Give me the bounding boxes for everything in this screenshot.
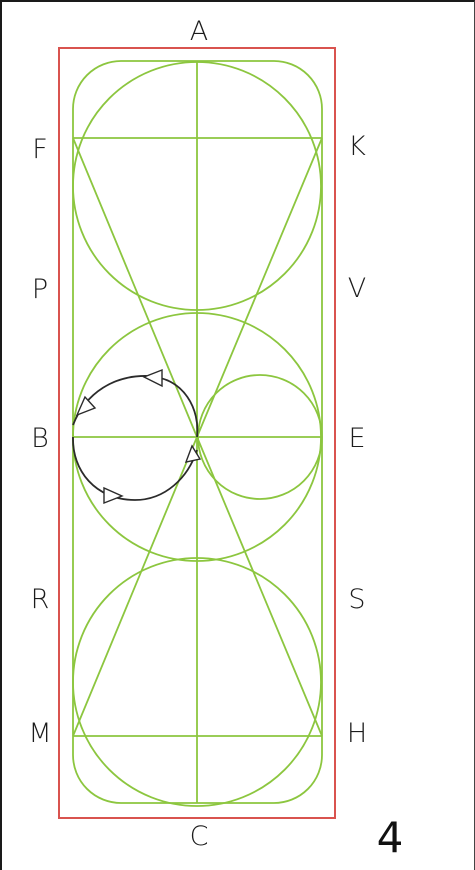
marker-left-1: F bbox=[32, 134, 48, 165]
diagonal-m-center bbox=[72, 436, 198, 737]
top-circle bbox=[72, 61, 322, 311]
marker-left-2: P bbox=[32, 274, 48, 305]
arrowhead-top bbox=[142, 368, 163, 388]
marker-right-2: V bbox=[348, 273, 366, 304]
marker-top: A bbox=[190, 16, 208, 47]
arrowhead-bottom bbox=[103, 486, 124, 505]
marker-right-1: K bbox=[348, 131, 366, 162]
marker-left-5: M bbox=[28, 718, 51, 749]
diagonal-k-center bbox=[196, 137, 323, 438]
marker-left-3: B bbox=[31, 423, 49, 454]
diagonal-h-center bbox=[196, 436, 323, 737]
page-number: 4 bbox=[377, 813, 404, 862]
bottom-circle bbox=[72, 557, 322, 807]
diagonal-f-center bbox=[72, 137, 198, 438]
pattern-lines bbox=[72, 60, 323, 807]
arrowhead-left bbox=[75, 395, 97, 417]
marker-right-3: E bbox=[348, 423, 365, 454]
path-arrowheads bbox=[75, 368, 202, 505]
marker-right-5: H bbox=[347, 718, 367, 749]
marker-left-4: R bbox=[31, 584, 50, 615]
right-small-circle bbox=[197, 374, 323, 500]
arrowhead-right bbox=[184, 444, 202, 463]
marker-bottom: C bbox=[190, 821, 209, 852]
arena-boundary bbox=[58, 47, 336, 819]
marker-right-4: S bbox=[348, 584, 365, 615]
